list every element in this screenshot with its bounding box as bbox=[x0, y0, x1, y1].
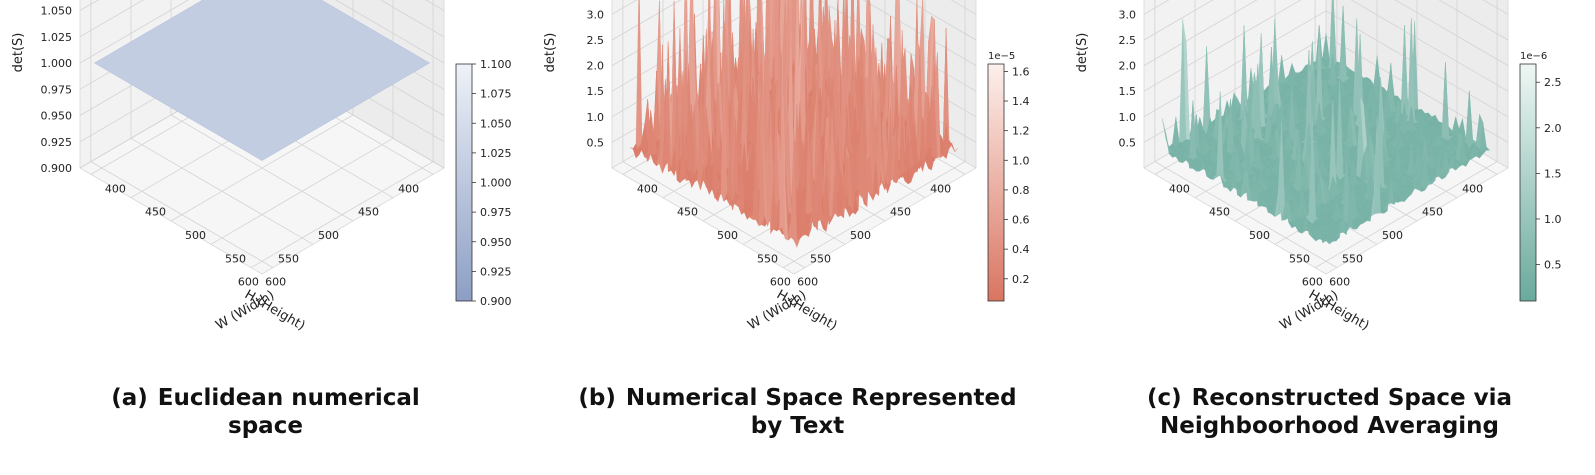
w-tick-label-b: 600 bbox=[797, 276, 818, 289]
h-tick-label-b: 450 bbox=[890, 206, 911, 219]
colorbar-tick-label-a: 1.025 bbox=[480, 147, 512, 160]
z-tick-label-a: 0.950 bbox=[41, 110, 73, 123]
colorbar-tick-label-b: 1.6 bbox=[1012, 65, 1030, 78]
grid-line-z-b bbox=[611, 0, 977, 41]
h-tick-label-a: 450 bbox=[358, 206, 379, 219]
z-tick-label-a: 0.900 bbox=[41, 162, 73, 175]
grid-line-z-c bbox=[1143, 10, 1509, 118]
colorbar-bar-a bbox=[455, 63, 473, 302]
caption-a-letter: (a) bbox=[111, 385, 148, 411]
grid-line-h-b bbox=[622, 0, 806, 268]
z-tick-label-a: 1.025 bbox=[41, 31, 73, 44]
colorbar-tick-label-b: 1.2 bbox=[1012, 125, 1030, 138]
colorbar-tick-label-b: 0.8 bbox=[1012, 184, 1030, 197]
colorbar-tick-label-a: 0.925 bbox=[480, 265, 512, 278]
grid-line-z-c bbox=[1143, 0, 1509, 41]
colorbar-tick-label-b: 0.2 bbox=[1012, 273, 1030, 286]
z-tick-label-b: 1.0 bbox=[587, 111, 605, 124]
tick-labels-b: 400 400 450 450 500 500 550 550 600 600 0.5 1.0 1.5 2… bbox=[587, 8, 952, 289]
w-tick-label-b: 400 bbox=[637, 182, 658, 195]
z-axis-label-a: det(S) bbox=[11, 33, 26, 73]
colorbar-ticks-b: 0.2 0.4 0.6 0.8 1.0 1.2 1.4 1.6 bbox=[1004, 65, 1030, 286]
z-tick-label-a: 1.050 bbox=[41, 5, 73, 18]
tick-labels-a: 400 400 450 450 500 500 550 550 600 600 0.900 0.925… bbox=[41, 5, 420, 289]
z-tick-label-a: 0.975 bbox=[41, 83, 73, 96]
caption-a: (a) Euclidean numerical space bbox=[0, 384, 531, 440]
w-tick-label-b: 550 bbox=[757, 252, 778, 265]
surface-plane-a bbox=[94, 0, 430, 161]
panel-a: 400 400 450 450 500 500 550 550 600 600 0.900 0.925… bbox=[0, 0, 531, 475]
colorbar-tick-label-a: 1.050 bbox=[480, 117, 512, 130]
grid-line-z-b bbox=[611, 0, 977, 66]
h-tick-label-a: 600 bbox=[238, 276, 259, 289]
h-tick-label-b: 500 bbox=[850, 229, 871, 242]
colorbar-ticks-a: 0.900 0.925 0.950 0.975 1.000 1.025 1.050 1.075… bbox=[472, 58, 512, 308]
panel-c: 400 400 450 450 500 500 550 550 600 600 0.5 1.0 1.5 2… bbox=[1064, 0, 1595, 475]
colorbar-tick-label-b: 1.4 bbox=[1012, 95, 1030, 108]
colorbar-tick-label-b: 0.6 bbox=[1012, 214, 1030, 227]
grid-line-z-b bbox=[611, 0, 977, 92]
surface-cell-b bbox=[679, 124, 686, 184]
surface-cell-b bbox=[790, 132, 798, 248]
caption-b-title: Numerical Space Represented by Text bbox=[625, 385, 1017, 439]
caption-b-letter: (b) bbox=[578, 385, 616, 411]
grid-line-z-a bbox=[79, 0, 445, 38]
w-tick-label-a: 400 bbox=[105, 182, 126, 195]
colorbar-exponent-b: 1e−5 bbox=[988, 51, 1015, 62]
axes-b: 400 400 450 450 500 500 550 550 600 600 0.5 1.0 1.5 2… bbox=[543, 0, 977, 334]
h-tick-label-b: 600 bbox=[770, 276, 791, 289]
surface-c bbox=[1162, 0, 1491, 245]
colorbar-tick-label-a: 0.950 bbox=[480, 236, 512, 249]
colorbar-bar-b bbox=[987, 63, 1005, 302]
surface-a bbox=[94, 0, 430, 161]
h-tick-label-b: 550 bbox=[810, 252, 831, 265]
h-tick-label-a: 400 bbox=[398, 182, 419, 195]
grid-line-z-c bbox=[1143, 0, 1509, 92]
colorbar-tick-label-b: 0.4 bbox=[1012, 243, 1030, 256]
h-tick-label-b: 400 bbox=[930, 182, 951, 195]
w-tick-label-a: 600 bbox=[265, 276, 286, 289]
panel-b: 400 400 450 450 500 500 550 550 600 600 0.5 1.0 1.5 2… bbox=[532, 0, 1063, 475]
surface-b bbox=[630, 0, 958, 248]
h-tick-label-a: 500 bbox=[318, 229, 339, 242]
z-tick-label-a: 0.925 bbox=[41, 136, 73, 149]
colorbar-tick-label-a: 0.900 bbox=[480, 295, 512, 308]
colorbar-a: 0.900 0.925 0.950 0.975 1.000 1.025 1.050 1.075… bbox=[455, 58, 512, 308]
grid-line-w-c bbox=[1314, 0, 1498, 268]
w-tick-label-a: 500 bbox=[185, 229, 206, 242]
z-tick-label-b: 1.5 bbox=[587, 85, 605, 98]
surface-cell-b bbox=[662, 115, 669, 174]
grid-line-h-c bbox=[1154, 0, 1338, 268]
grid-line-w-b bbox=[782, 0, 966, 268]
colorbar-tick-label-a: 0.975 bbox=[480, 206, 512, 219]
z-tick-label-a: 1.000 bbox=[41, 57, 73, 70]
z-tick-label-b: 0.5 bbox=[587, 136, 605, 149]
caption-b: (b) Numerical Space Represented by Text bbox=[532, 384, 1063, 440]
colorbar-b: 0.2 0.4 0.6 0.8 1.0 1.2 1.4 1.6 1e−5 bbox=[987, 51, 1030, 302]
z-tick-label-b: 3.0 bbox=[587, 8, 605, 21]
z-axis-label-b: det(S) bbox=[543, 33, 558, 73]
colorbar-tick-label-a: 1.075 bbox=[480, 88, 512, 101]
h-tick-label-a: 550 bbox=[278, 252, 299, 265]
grid-line-z-c bbox=[1143, 0, 1509, 66]
axes-a: 400 400 450 450 500 500 550 550 600 600 0.900 0.925… bbox=[11, 0, 445, 334]
colorbar-tick-label-a: 1.100 bbox=[480, 58, 512, 71]
w-tick-label-b: 500 bbox=[717, 229, 738, 242]
caption-a-title: Euclidean numerical space bbox=[157, 385, 420, 439]
w-tick-label-a: 450 bbox=[145, 206, 166, 219]
z-tick-label-b: 2.0 bbox=[587, 60, 605, 73]
chart-a: 400 400 450 450 500 500 550 550 600 600 0.900 0.925… bbox=[11, 0, 512, 334]
chart-b: 400 400 450 450 500 500 550 550 600 600 0.5 1.0 1.5 2… bbox=[543, 0, 1030, 334]
colorbar-tick-label-b: 1.0 bbox=[1012, 154, 1030, 167]
w-tick-label-b: 450 bbox=[677, 206, 698, 219]
colorbar-tick-label-a: 1.000 bbox=[480, 177, 512, 190]
grid-line-z-a bbox=[79, 0, 445, 64]
w-tick-label-a: 550 bbox=[225, 252, 246, 265]
z-tick-label-b: 2.5 bbox=[587, 34, 605, 47]
